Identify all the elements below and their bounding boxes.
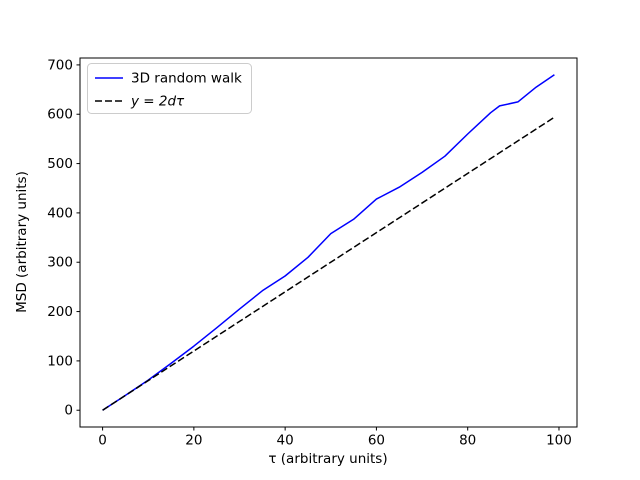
series-line-3d-random-walk (102, 74, 555, 411)
y-tick-label: 200 (47, 304, 73, 320)
x-tick-label: 80 (459, 433, 476, 449)
legend-label-theory: y = 2dτ (130, 94, 185, 110)
y-tick-label: 300 (47, 255, 73, 271)
y-tick-label: 400 (47, 205, 73, 221)
y-tick-label: 100 (47, 353, 73, 369)
y-axis-label: MSD (arbitrary units) (14, 171, 30, 313)
plot-area (79, 57, 578, 428)
x-tick-label: 60 (368, 433, 385, 449)
legend-box (87, 63, 252, 114)
legend-label-random-walk: 3D random walk (131, 71, 242, 87)
x-tick-label: 0 (98, 433, 107, 449)
y-tick-label: 700 (47, 57, 73, 73)
series-lines (102, 74, 555, 411)
legend: 3D random walk y = 2dτ (87, 63, 252, 114)
axis-ticks: 0 20 40 60 80 100 0 100 200 300 400 500 600 700 (47, 57, 572, 448)
y-tick-label: 600 (47, 107, 73, 123)
y-tick-label: 500 (47, 156, 73, 172)
x-tick-label: 100 (546, 433, 572, 449)
series-line-y-2d (102, 116, 555, 411)
y-tick-label: 0 (64, 403, 73, 419)
x-axis-label: τ (arbitrary units) (268, 451, 387, 467)
x-tick-label: 40 (277, 433, 294, 449)
x-tick-label: 20 (185, 433, 202, 449)
